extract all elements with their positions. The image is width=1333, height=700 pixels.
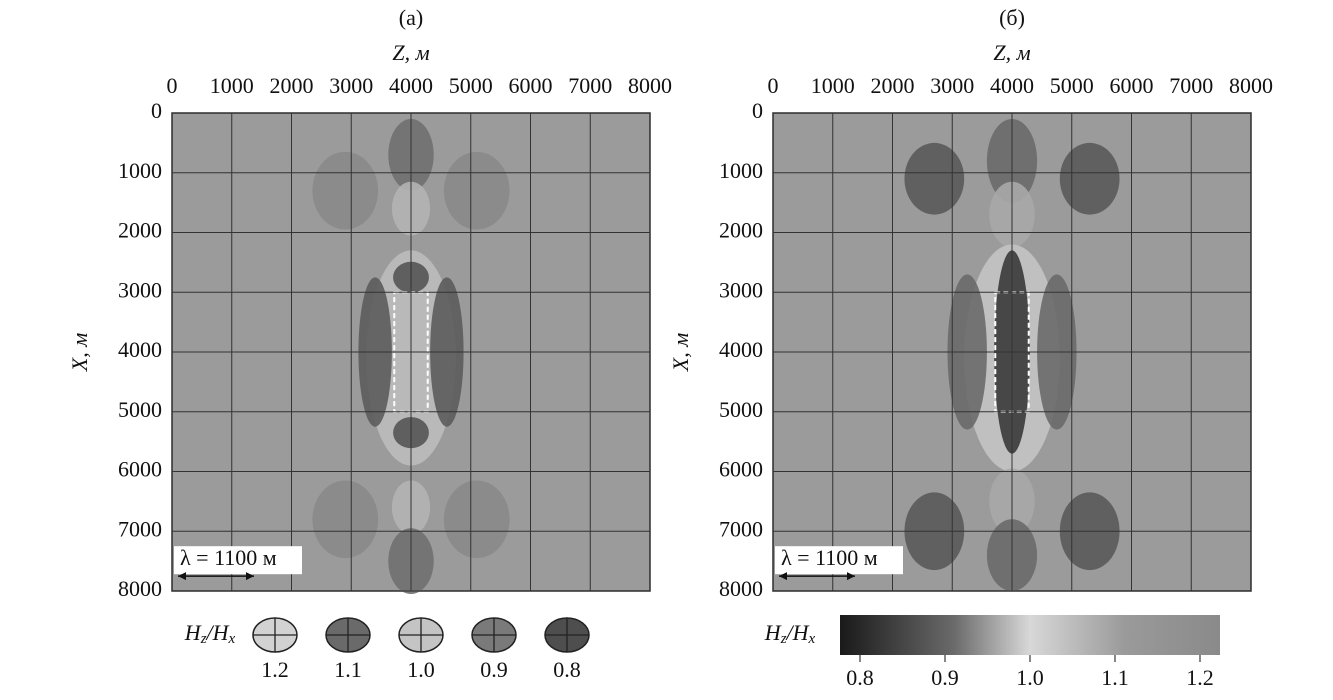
- x-tick-label: 5000: [449, 73, 493, 98]
- legend-title-part: /H: [785, 620, 810, 645]
- colorbar-tick-label: 1.2: [1186, 665, 1214, 690]
- x-tick-label: 4000: [990, 73, 1034, 98]
- x-tick-label: 2000: [270, 73, 314, 98]
- scale-note: λ = 1100 м: [781, 545, 878, 570]
- field-blob: [443, 480, 510, 559]
- x-tick-label: 2000: [871, 73, 915, 98]
- y-tick-label: 0: [752, 98, 763, 123]
- field-blob: [904, 142, 965, 215]
- x-tick-label: 1000: [210, 73, 254, 98]
- legend-label: 1.1: [334, 657, 362, 682]
- y-tick-label: 3000: [118, 277, 162, 302]
- scale-arrow-head: [178, 572, 254, 581]
- legend-label: 1.2: [261, 657, 289, 682]
- y-tick-label: 5000: [118, 397, 162, 422]
- scale-note-bg: [775, 546, 903, 575]
- scale-arrow-head: [779, 572, 855, 581]
- field-blob: [1059, 142, 1120, 215]
- y-tick-label: 1000: [118, 158, 162, 183]
- x-tick-label: 1000: [811, 73, 855, 98]
- y-tick-label: 2000: [118, 218, 162, 243]
- legend-cross: [326, 618, 370, 652]
- x-axis-label: Z, м: [993, 40, 1030, 65]
- scale-note: λ = 1100 м: [180, 545, 277, 570]
- legend-title-part: z: [780, 631, 787, 647]
- x-tick-label: 3000: [329, 73, 373, 98]
- colorbar-tick-label: 1.1: [1101, 665, 1129, 690]
- y-axis-label: X, м: [67, 333, 92, 372]
- legend-cross: [545, 618, 589, 652]
- y-tick-label: 7000: [118, 516, 162, 541]
- x-tick-label: 7000: [1169, 73, 1213, 98]
- legend-title: Hz/Hx: [764, 620, 816, 647]
- colorbar-tick-label: 0.9: [931, 665, 959, 690]
- x-tick-label: 0: [167, 73, 178, 98]
- field-blob: [312, 480, 379, 559]
- colorbar-tick-label: 0.8: [846, 665, 874, 690]
- x-tick-label: 8000: [1229, 73, 1273, 98]
- colorbar-tick-label: 1.0: [1016, 665, 1044, 690]
- y-tick-label: 7000: [719, 516, 763, 541]
- y-tick-label: 4000: [719, 337, 763, 362]
- legend-label: 0.9: [480, 657, 508, 682]
- y-tick-label: 0: [151, 98, 162, 123]
- legend-label: 0.8: [553, 657, 581, 682]
- legend-title-part: H: [184, 620, 202, 645]
- legend-title: Hz/Hx: [184, 620, 236, 647]
- x-tick-label: 3000: [930, 73, 974, 98]
- field-blob: [443, 151, 510, 230]
- x-tick-label: 4000: [389, 73, 433, 98]
- legend-cross: [399, 618, 443, 652]
- x-tick-label: 6000: [509, 73, 553, 98]
- field-blob: [312, 151, 379, 230]
- legend-title-part: /H: [205, 620, 230, 645]
- y-axis-label: X, м: [668, 333, 693, 372]
- legend-title-part: z: [200, 631, 207, 647]
- y-tick-label: 8000: [118, 576, 162, 601]
- legend-title-part: x: [228, 631, 236, 647]
- legend-title-part: x: [808, 631, 816, 647]
- y-tick-label: 8000: [719, 576, 763, 601]
- y-tick-label: 6000: [118, 457, 162, 482]
- x-tick-label: 8000: [628, 73, 672, 98]
- scale-note-bg: [174, 546, 302, 575]
- panel-label: (а): [399, 5, 423, 30]
- y-tick-label: 4000: [118, 337, 162, 362]
- legend-title-part: H: [764, 620, 782, 645]
- legend-label: 1.0: [407, 657, 435, 682]
- x-tick-label: 5000: [1050, 73, 1094, 98]
- y-tick-label: 6000: [719, 457, 763, 482]
- colorbar: [840, 615, 1220, 655]
- y-tick-label: 5000: [719, 397, 763, 422]
- x-tick-label: 7000: [568, 73, 612, 98]
- y-tick-label: 3000: [719, 277, 763, 302]
- legend-cross: [472, 618, 516, 652]
- x-tick-label: 6000: [1110, 73, 1154, 98]
- legend-cross: [253, 618, 297, 652]
- panel-label: (б): [999, 5, 1025, 30]
- x-axis-label: Z, м: [392, 40, 429, 65]
- y-tick-label: 1000: [719, 158, 763, 183]
- y-tick-label: 2000: [719, 218, 763, 243]
- x-tick-label: 0: [768, 73, 779, 98]
